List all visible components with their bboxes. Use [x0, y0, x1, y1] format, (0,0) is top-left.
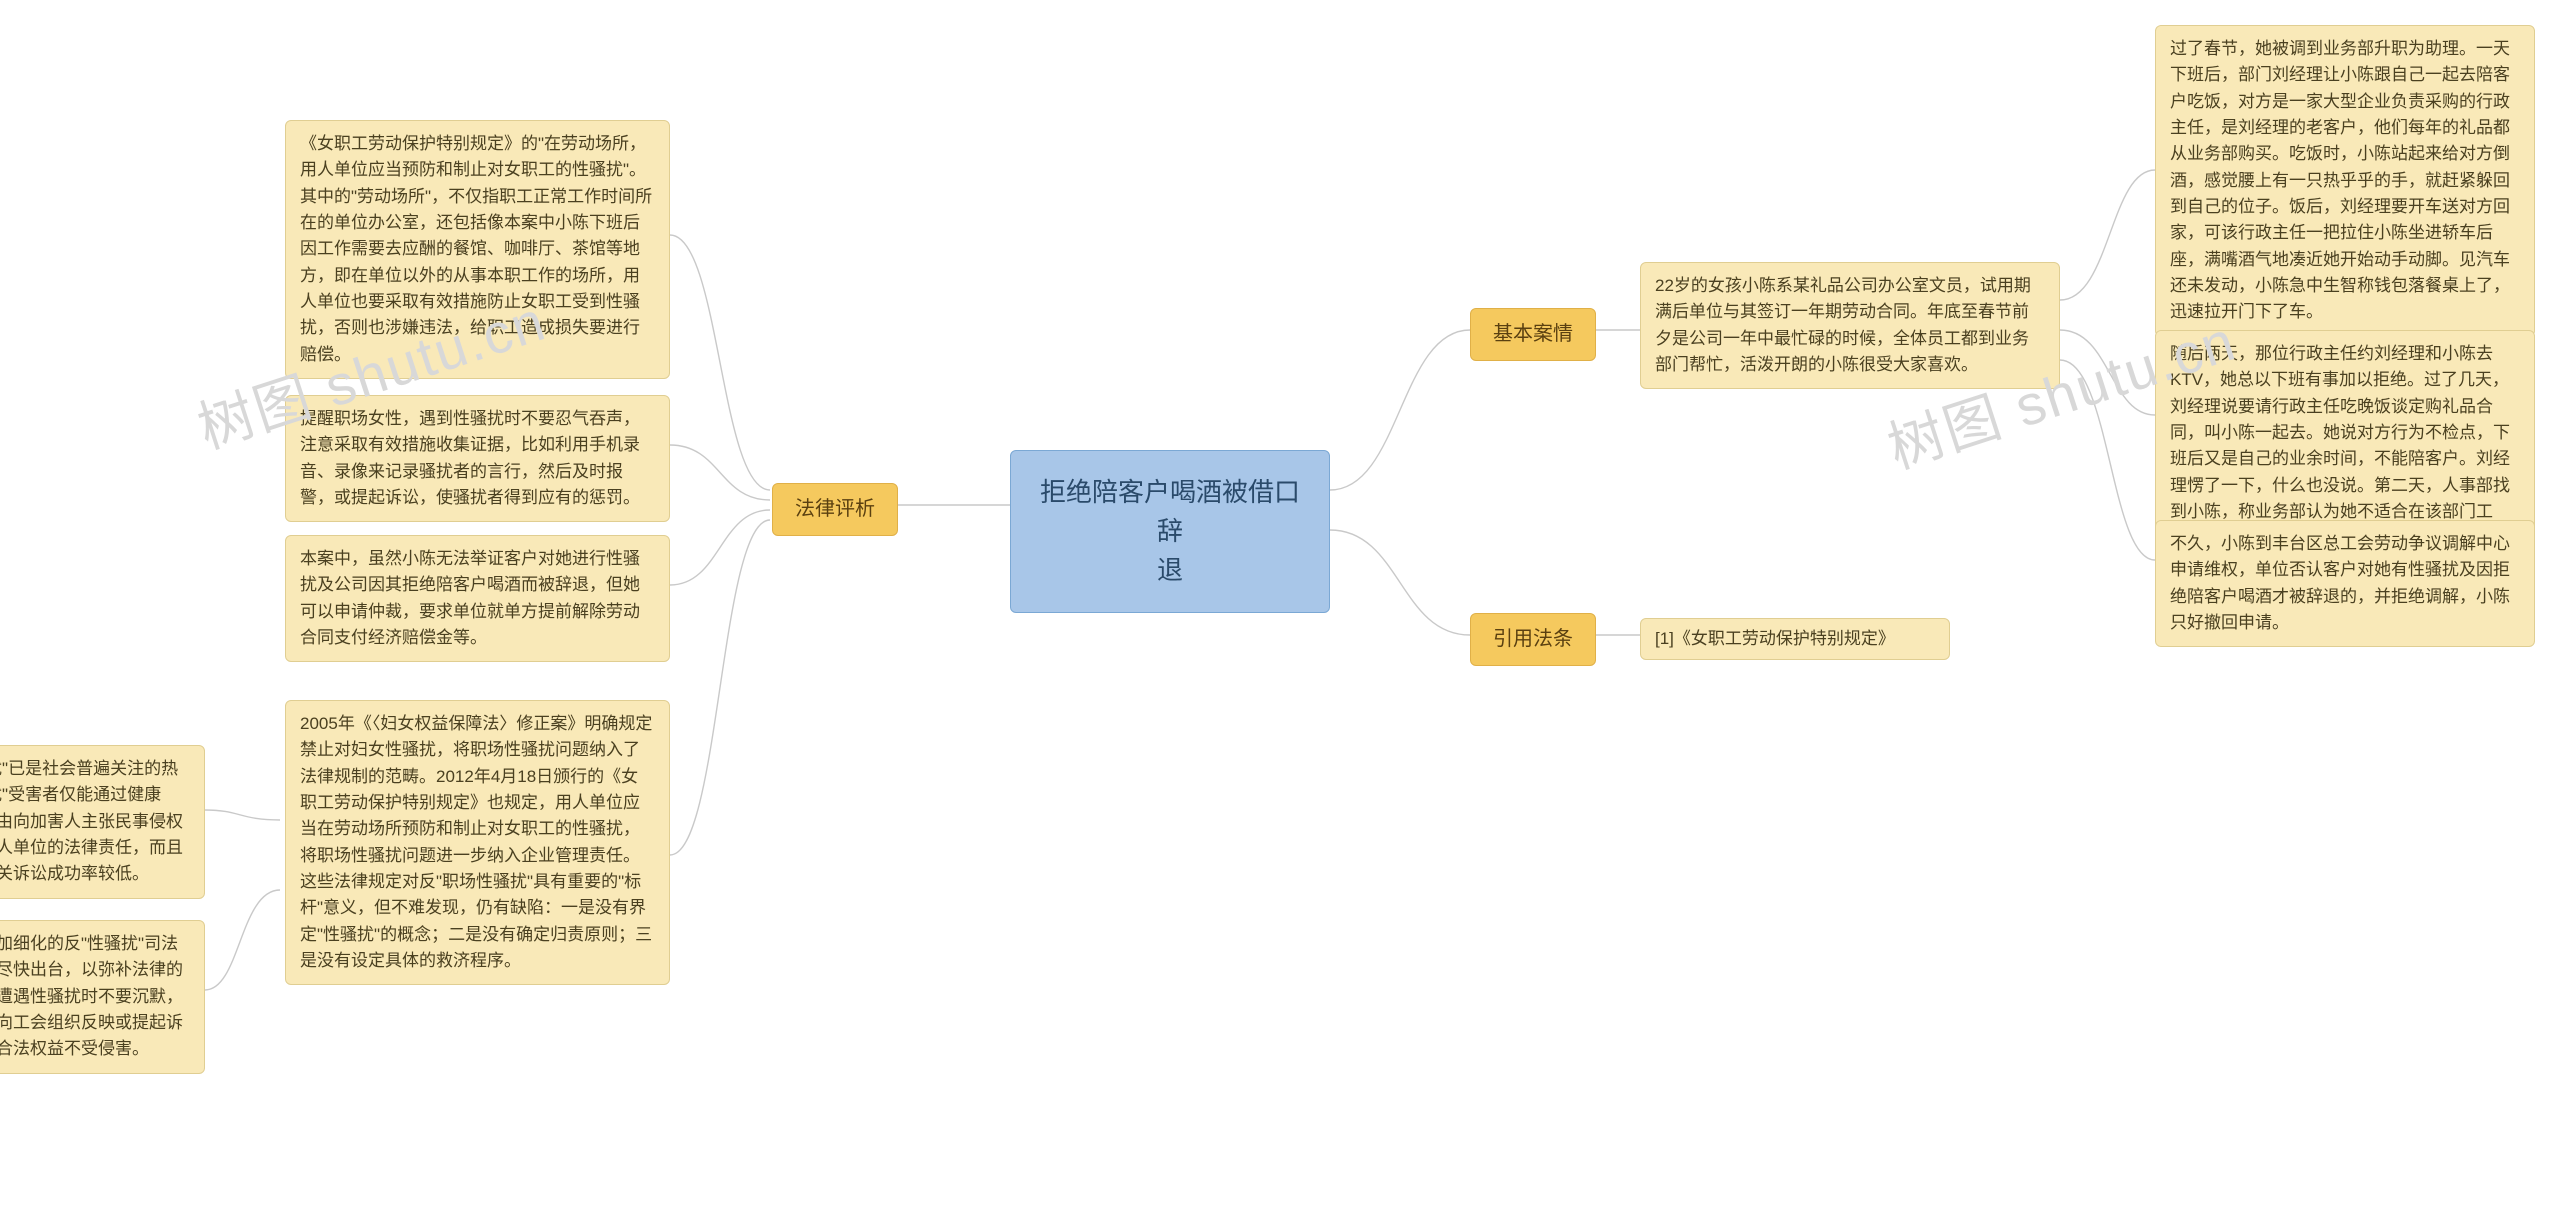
leaf-analysis-1: 《女职工劳动保护特别规定》的"在劳动场所，用人单位应当预防和制止对女职工的性骚扰…: [285, 120, 670, 379]
leaf-case-intro: 22岁的女孩小陈系某礼品公司办公室文员，试用期满后单位与其签订一年期劳动合同。年…: [1640, 262, 2060, 389]
center-topic: 拒绝陪客户喝酒被借口辞 退: [1010, 450, 1330, 613]
leaf-analysis-4-sub1: 因此，尽管"性骚扰"已是社会普遍关注的热点问题，但"性骚扰"受害者仅能通过健康权…: [0, 745, 205, 899]
leaf-analysis-3: 本案中，虽然小陈无法举证客户对她进行性骚扰及公司因其拒绝陪客户喝酒而被辞退，但她…: [285, 535, 670, 662]
leaf-analysis-2: 提醒职场女性，遇到性骚扰时不要忍气吞声，注意采取有效措施收集证据，比如利用手机录…: [285, 395, 670, 522]
leaf-case-d1: 过了春节，她被调到业务部升职为助理。一天下班后，部门刘经理让小陈跟自己一起去陪客…: [2155, 25, 2535, 337]
branch-law-ref: 引用法条: [1470, 613, 1596, 666]
center-line1: 拒绝陪客户喝酒被借口辞: [1031, 473, 1309, 551]
branch-legal-analysis: 法律评析: [772, 483, 898, 536]
center-line2: 退: [1031, 551, 1309, 590]
leaf-analysis-4: 2005年《〈妇女权益保障法〉修正案》明确规定禁止对妇女性骚扰，将职场性骚扰问题…: [285, 700, 670, 985]
leaf-law-ref: [1]《女职工劳动保护特别规定》: [1640, 618, 1950, 660]
leaf-case-d3: 不久，小陈到丰台区总工会劳动争议调解中心申请维权，单位否认客户对她有性骚扰及因拒…: [2155, 520, 2535, 647]
leaf-analysis-4-sub2: 在此，我们希望更加细化的反"性骚扰"司法解释、实施细则等尽快出台，以弥补法律的不…: [0, 920, 205, 1074]
branch-basic-case: 基本案情: [1470, 308, 1596, 361]
